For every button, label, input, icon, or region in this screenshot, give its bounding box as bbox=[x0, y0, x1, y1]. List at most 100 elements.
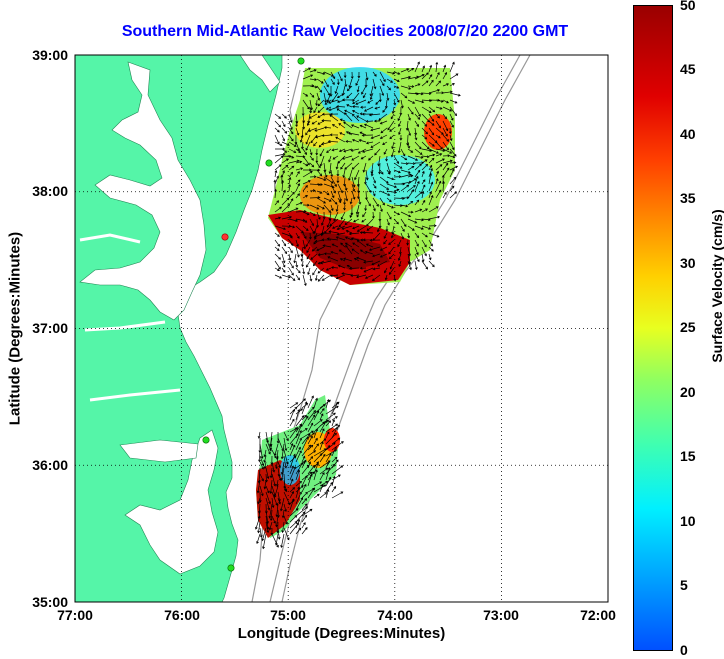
velocity-arrow bbox=[383, 148, 388, 155]
velocity-arrow bbox=[397, 113, 402, 122]
velocity-arrow bbox=[301, 522, 306, 529]
velocity-arrow bbox=[325, 267, 332, 271]
velocity-arrow bbox=[361, 218, 367, 223]
velocity-arrow bbox=[379, 71, 386, 83]
velocity-arrow bbox=[313, 225, 318, 234]
velocity-arrow bbox=[365, 197, 371, 207]
velocity-arrow bbox=[295, 491, 302, 505]
velocity-arrow bbox=[421, 208, 428, 213]
velocity-arrow bbox=[448, 127, 452, 135]
velocity-arrow bbox=[262, 533, 267, 550]
velocity-arrow bbox=[295, 209, 307, 213]
velocity-arrow bbox=[344, 236, 353, 241]
velocity-arrow bbox=[271, 461, 276, 473]
velocity-arrow bbox=[337, 264, 346, 269]
velocity-arrow bbox=[372, 204, 376, 212]
velocity-arrow bbox=[435, 153, 443, 157]
velocity-arrow bbox=[421, 65, 426, 73]
velocity-arrow bbox=[414, 199, 420, 206]
velocity-arrow bbox=[301, 415, 309, 427]
velocity-arrow bbox=[407, 113, 411, 121]
velocity-arrow bbox=[449, 141, 455, 151]
velocity-arrow bbox=[301, 475, 308, 487]
velocity-arrow bbox=[281, 189, 286, 199]
velocity-arrow bbox=[393, 85, 400, 89]
velocity-arrow bbox=[348, 267, 360, 270]
velocity-arrow bbox=[283, 527, 290, 541]
velocity-arrow bbox=[271, 473, 277, 487]
velocity-arrow bbox=[449, 113, 454, 121]
velocity-arrow bbox=[428, 64, 433, 73]
velocity-arrow bbox=[274, 533, 279, 546]
velocity-arrow bbox=[398, 120, 402, 128]
velocity-arrow bbox=[265, 467, 270, 480]
velocity-arrow bbox=[308, 113, 318, 119]
velocity-arrow bbox=[365, 243, 374, 248]
velocity-arrow bbox=[364, 250, 374, 255]
velocity-arrow bbox=[386, 71, 396, 75]
velocity-arrow bbox=[351, 162, 360, 170]
colorbar-tick-label: 35 bbox=[680, 190, 696, 206]
velocity-arrow bbox=[421, 260, 429, 270]
velocity-arrow bbox=[301, 514, 308, 523]
velocity-arrow bbox=[316, 169, 323, 177]
velocity-arrow bbox=[343, 148, 353, 153]
velocity-arrow bbox=[372, 78, 377, 90]
velocity-arrow bbox=[288, 274, 296, 281]
velocity-arrow bbox=[274, 267, 280, 271]
velocity-arrow bbox=[329, 218, 339, 227]
velocity-arrow bbox=[449, 191, 457, 199]
velocity-arrow bbox=[319, 484, 324, 493]
velocity-arrow bbox=[435, 71, 440, 80]
velocity-arrow bbox=[309, 78, 318, 82]
velocity-arrow bbox=[331, 446, 337, 457]
velocity-arrow bbox=[288, 148, 297, 153]
velocity-arrow bbox=[421, 170, 425, 178]
velocity-arrow bbox=[289, 508, 299, 517]
velocity-arrow bbox=[307, 395, 314, 409]
velocity-arrow bbox=[348, 169, 353, 181]
x-tick-label: 76:00 bbox=[164, 607, 200, 623]
velocity-arrow bbox=[338, 218, 346, 228]
velocity-arrow bbox=[344, 218, 353, 226]
velocity-arrow bbox=[293, 253, 297, 264]
velocity-arrow bbox=[306, 246, 311, 254]
velocity-arrow bbox=[307, 456, 314, 463]
velocity-arrow bbox=[407, 189, 415, 199]
velocity-arrow bbox=[331, 243, 339, 248]
velocity-arrow bbox=[397, 239, 402, 248]
velocity-arrow bbox=[359, 131, 367, 136]
velocity-arrow bbox=[344, 109, 353, 115]
velocity-arrow bbox=[331, 456, 338, 463]
velocity-arrow bbox=[388, 253, 395, 260]
velocity-arrow bbox=[329, 274, 339, 278]
velocity-arrow bbox=[407, 246, 411, 257]
north-hot-band-core bbox=[300, 232, 390, 270]
velocity-arrow bbox=[428, 172, 433, 185]
velocity-arrow bbox=[295, 127, 300, 136]
velocity-arrow bbox=[302, 203, 310, 207]
velocity-arrow bbox=[325, 481, 333, 493]
velocity-arrow bbox=[388, 246, 395, 255]
coastal-river bbox=[79, 233, 181, 402]
velocity-arrow bbox=[330, 250, 339, 255]
velocity-arrow bbox=[328, 106, 339, 112]
velocity-arrow bbox=[309, 92, 315, 98]
velocity-arrow bbox=[338, 249, 346, 255]
velocity-arrow bbox=[307, 127, 318, 132]
velocity-arrow bbox=[330, 71, 336, 80]
velocity-arrow bbox=[316, 85, 322, 93]
velocity-arrow bbox=[295, 201, 303, 206]
velocity-arrow bbox=[399, 134, 403, 141]
velocity-arrow bbox=[356, 256, 367, 262]
velocity-arrow bbox=[313, 403, 326, 415]
velocity-arrow bbox=[325, 452, 332, 463]
velocity-arrow bbox=[331, 491, 344, 499]
velocity-arrow bbox=[343, 197, 347, 206]
velocity-arrow bbox=[407, 99, 416, 104]
velocity-arrow bbox=[428, 194, 434, 206]
velocity-arrow bbox=[312, 267, 318, 276]
velocity-arrow bbox=[343, 71, 347, 79]
velocity-arrow bbox=[295, 480, 303, 487]
albemarle-sound bbox=[119, 439, 199, 463]
